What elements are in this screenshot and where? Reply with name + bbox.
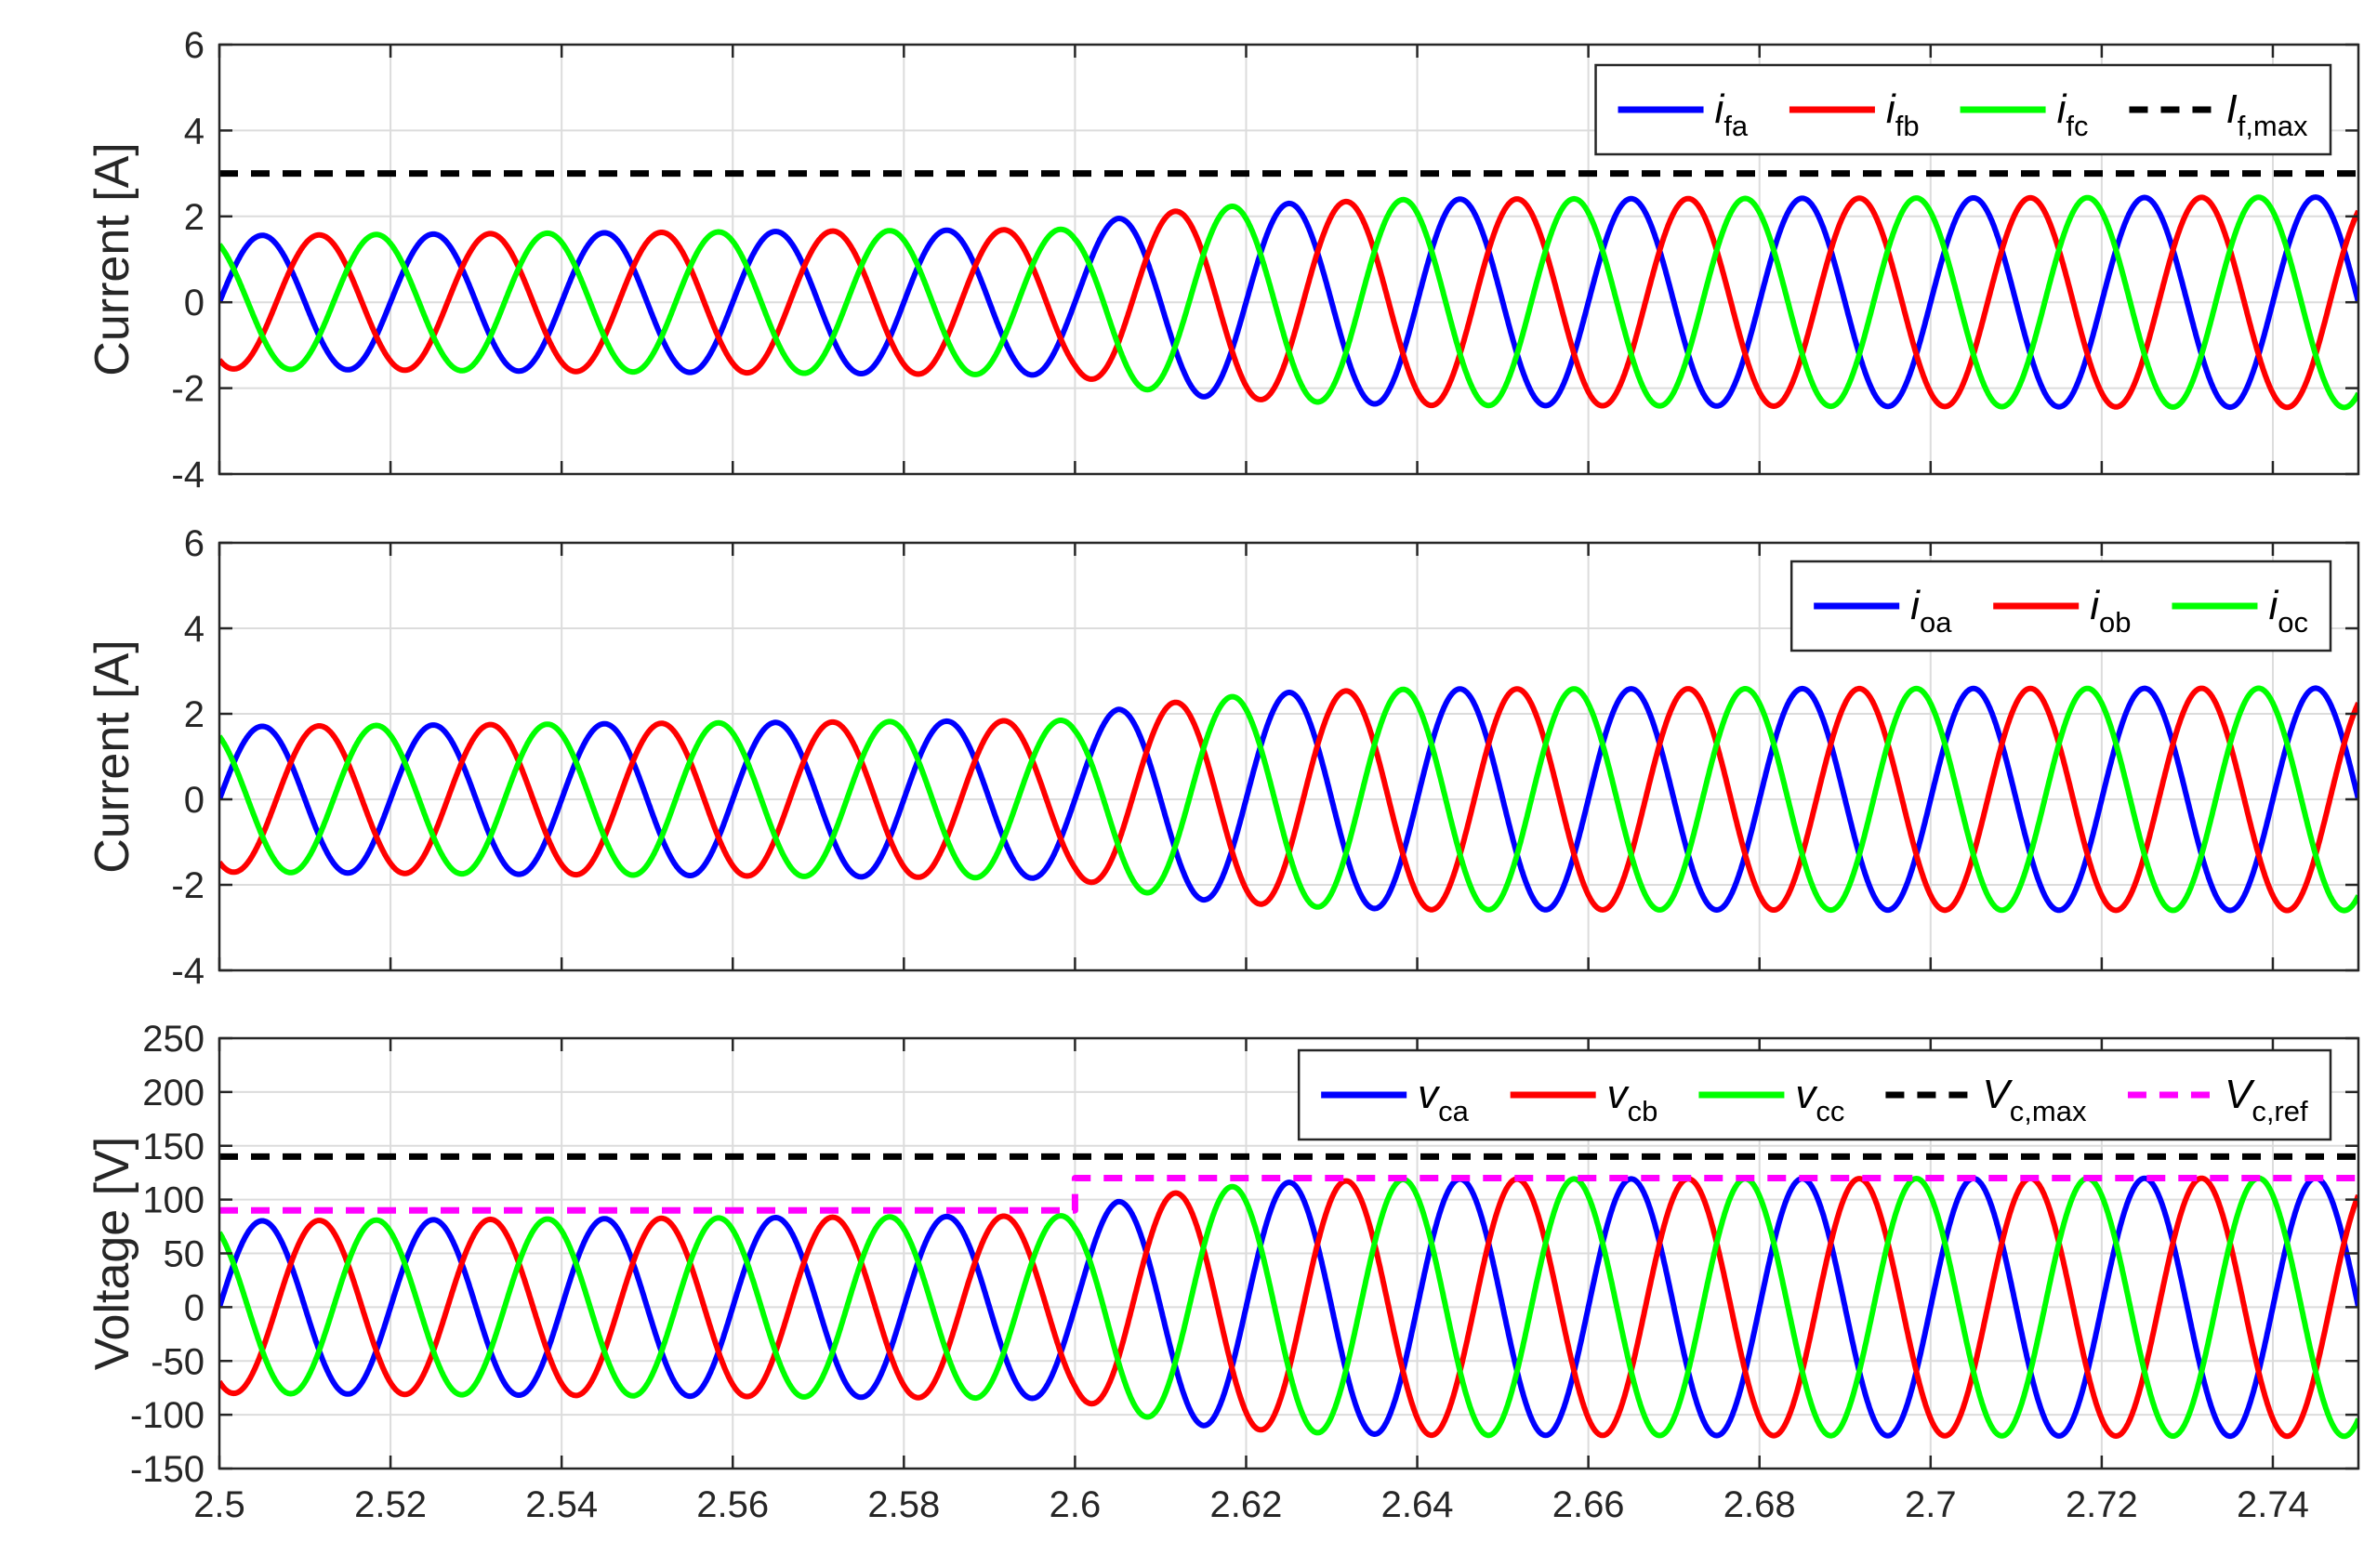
plot-area <box>219 685 2358 914</box>
axes-box <box>218 43 2360 476</box>
legend-label: If,max <box>2225 86 2308 142</box>
legend-item-v-ca: vca <box>1321 1072 1470 1127</box>
axes-box <box>218 541 2360 972</box>
legend-item-v-cb: vcb <box>1510 1072 1658 1127</box>
y-tick-label: 150 <box>142 1127 205 1167</box>
series-line-i-fc <box>219 194 2358 411</box>
y-tick-label: -2 <box>171 865 205 906</box>
x-tick-label: 2.5 <box>193 1484 245 1525</box>
x-tick-label: 2.66 <box>1552 1484 1625 1525</box>
x-tick-label: 2.7 <box>1905 1484 1957 1525</box>
x-tick-label: 2.72 <box>2066 1484 2138 1525</box>
y-tick-label: 100 <box>142 1180 205 1221</box>
x-tick-label: 2.58 <box>867 1484 940 1525</box>
y-tick-label: 0 <box>184 780 205 821</box>
legend-label: ioc <box>2268 583 2308 639</box>
panel-3: -150 -100 -50 0 50 100 150 200 250 2.5 2.52 2.54 2.5… <box>86 1019 2360 1525</box>
y-tick-label: 4 <box>184 111 205 152</box>
legend-label: vcb <box>1607 1072 1658 1127</box>
y-tick-label: 200 <box>142 1073 205 1113</box>
x-tick-label: 2.54 <box>525 1484 598 1525</box>
legend-item-v-cc: vcc <box>1698 1072 1844 1127</box>
legend-item-i-f-max: If,max <box>2129 86 2308 142</box>
legend: vca vcb vcc Vc,max Vc,ref <box>1297 1048 2332 1141</box>
series-line-v-cc <box>219 1175 2358 1440</box>
y-tick-label: -100 <box>130 1395 205 1436</box>
x-tick-label: 2.6 <box>1050 1484 1102 1525</box>
y-tick-label: 2 <box>184 197 205 238</box>
legend-label: Vc,ref <box>2225 1072 2308 1127</box>
y-axis-label: Voltage [V] <box>86 1137 139 1371</box>
x-tick-label: 2.52 <box>354 1484 427 1525</box>
y-axis-label: Current [A] <box>86 639 139 873</box>
legend-item-i-fa: ifa <box>1618 86 1749 142</box>
legend: ioa iob ioc <box>1789 560 2332 652</box>
legend-label: vca <box>1418 1072 1470 1127</box>
legend-item-i-fc: ifc <box>1960 86 2089 142</box>
legend-item-i-ob: iob <box>1993 583 2131 639</box>
y-tick-label: 50 <box>164 1234 205 1275</box>
y-tick-label: -4 <box>171 951 205 992</box>
y-tick-label: -4 <box>171 455 205 495</box>
y-tick-label: 4 <box>184 609 205 650</box>
legend-label: ifa <box>1715 86 1749 142</box>
legend-item-v-c-max: Vc,max <box>1885 1072 2087 1127</box>
x-tick-label: 2.62 <box>1210 1484 1283 1525</box>
y-tick-label: 250 <box>142 1019 205 1060</box>
y-tick-label: 0 <box>184 283 205 323</box>
legend-label: vcc <box>1795 1072 1844 1127</box>
y-tick-label: -2 <box>171 369 205 410</box>
legend-label: ifc <box>2057 86 2089 142</box>
y-tick-label: 6 <box>184 523 205 564</box>
legend-label: ifb <box>1886 86 1920 142</box>
series-line-i-oc <box>219 685 2358 914</box>
x-tick-label: 2.56 <box>696 1484 769 1525</box>
y-tick-label: -50 <box>151 1341 205 1382</box>
y-tick-label: -150 <box>130 1449 205 1490</box>
x-tick-label: 2.74 <box>2237 1484 2309 1525</box>
panel-1: -4 -2 0 2 4 6 Current [A] ifa ifb ifc If,max <box>86 25 2360 495</box>
legend-item-i-oa: ioa <box>1814 583 1952 639</box>
y-tick-label: 0 <box>184 1287 205 1328</box>
y-axis-label: Current [A] <box>86 142 139 376</box>
legend-item-v-c-ref: Vc,ref <box>2127 1072 2308 1127</box>
plot-area <box>219 1153 2358 1440</box>
y-tick-label: 6 <box>184 25 205 66</box>
y-tick-label: 2 <box>184 694 205 735</box>
legend: ifa ifb ifc If,max <box>1594 63 2332 156</box>
legend-label: Vc,max <box>1982 1072 2087 1127</box>
legend-box <box>1297 1048 2332 1141</box>
x-tick-label: 2.64 <box>1381 1484 1454 1525</box>
legend-item-i-fb: ifb <box>1789 86 1920 142</box>
x-tick-label: 2.68 <box>1723 1484 1796 1525</box>
series-line-v-c-ref <box>219 1174 2358 1214</box>
legend-label: iob <box>2090 583 2131 639</box>
legend-item-i-oc: ioc <box>2172 583 2308 639</box>
legend-label: ioa <box>1910 583 1952 639</box>
panel-2: -4 -2 0 2 4 6 Current [A] ioa iob ioc <box>86 523 2360 992</box>
plot-area <box>219 170 2358 411</box>
